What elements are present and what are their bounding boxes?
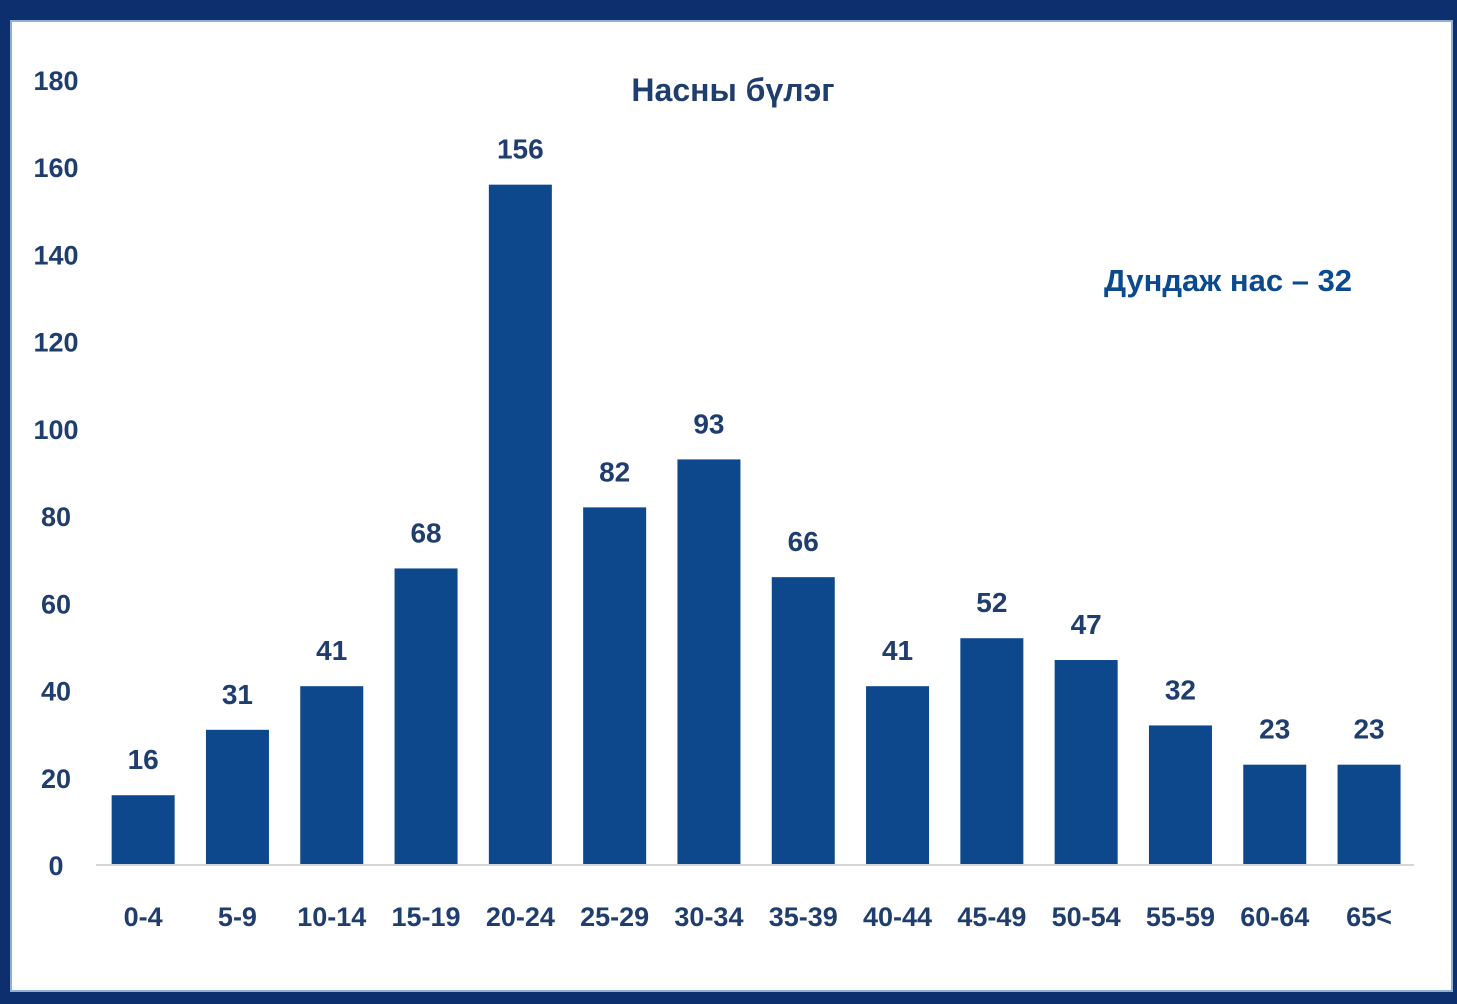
bar-65< [1337, 764, 1401, 865]
y-tick-label: 160 [33, 153, 78, 183]
data-label: 41 [316, 635, 347, 666]
x-tick-label: 65< [1346, 902, 1392, 932]
y-tick-label: 20 [41, 764, 71, 794]
bar-60-64 [1243, 764, 1307, 865]
data-label: 156 [497, 134, 544, 165]
bar-0-4 [111, 795, 175, 865]
data-label: 66 [788, 526, 819, 557]
x-tick-label: 35-39 [769, 902, 838, 932]
data-label: 23 [1353, 714, 1384, 745]
data-label: 41 [882, 635, 913, 666]
x-tick-label: 60-64 [1240, 902, 1309, 932]
x-tick-label: 0-4 [124, 902, 163, 932]
x-tick-label: 25-29 [580, 902, 649, 932]
data-label: 47 [1071, 609, 1102, 640]
bar-30-34 [677, 459, 741, 865]
bar-10-14 [300, 686, 364, 865]
x-tick-label: 45-49 [957, 902, 1026, 932]
x-tick-label: 40-44 [863, 902, 932, 932]
data-label: 93 [693, 408, 724, 439]
data-label: 68 [410, 517, 441, 548]
y-tick-label: 140 [33, 240, 78, 270]
chart-title: Насны бүлэг [631, 72, 834, 108]
x-tick-label: 30-34 [674, 902, 743, 932]
y-tick-label: 120 [33, 328, 78, 358]
x-tick-label: 10-14 [297, 902, 366, 932]
x-tick-label: 55-59 [1146, 902, 1215, 932]
bar-55-59 [1148, 725, 1212, 865]
x-tick-label: 20-24 [486, 902, 555, 932]
y-tick-label: 40 [41, 677, 71, 707]
data-label: 52 [976, 587, 1007, 618]
x-tick-label: 5-9 [218, 902, 257, 932]
y-tick-label: 180 [33, 66, 78, 96]
data-label: 32 [1165, 674, 1196, 705]
y-tick-label: 60 [41, 589, 71, 619]
bar-35-39 [771, 577, 835, 865]
average-age-annotation: Дундаж нас – 32 [1104, 263, 1352, 298]
x-tick-label: 50-54 [1052, 902, 1121, 932]
data-label: 31 [222, 679, 253, 710]
bar-50-54 [1054, 660, 1118, 865]
bar-25-29 [583, 507, 647, 865]
bar-40-44 [866, 686, 930, 865]
data-label: 82 [599, 456, 630, 487]
data-label: 16 [128, 744, 159, 775]
data-label: 23 [1259, 714, 1290, 745]
bar-5-9 [205, 729, 269, 865]
y-tick-label: 100 [33, 415, 78, 445]
bar-15-19 [394, 568, 458, 865]
y-axis: 0 20 40 60 80 100 120 140 160 180 [33, 66, 78, 881]
bar-20-24 [488, 184, 552, 865]
x-tick-label: 15-19 [392, 902, 461, 932]
y-tick-label: 0 [48, 851, 63, 881]
bars: 16 31 41 68 156 82 93 66 41 52 47 32 23 23 [111, 134, 1401, 865]
x-axis: 0-4 5-9 10-14 15-19 20-24 25-29 30-34 35-39 40-4… [96, 864, 1414, 932]
bar-45-49 [960, 638, 1024, 865]
y-tick-label: 80 [41, 502, 71, 532]
